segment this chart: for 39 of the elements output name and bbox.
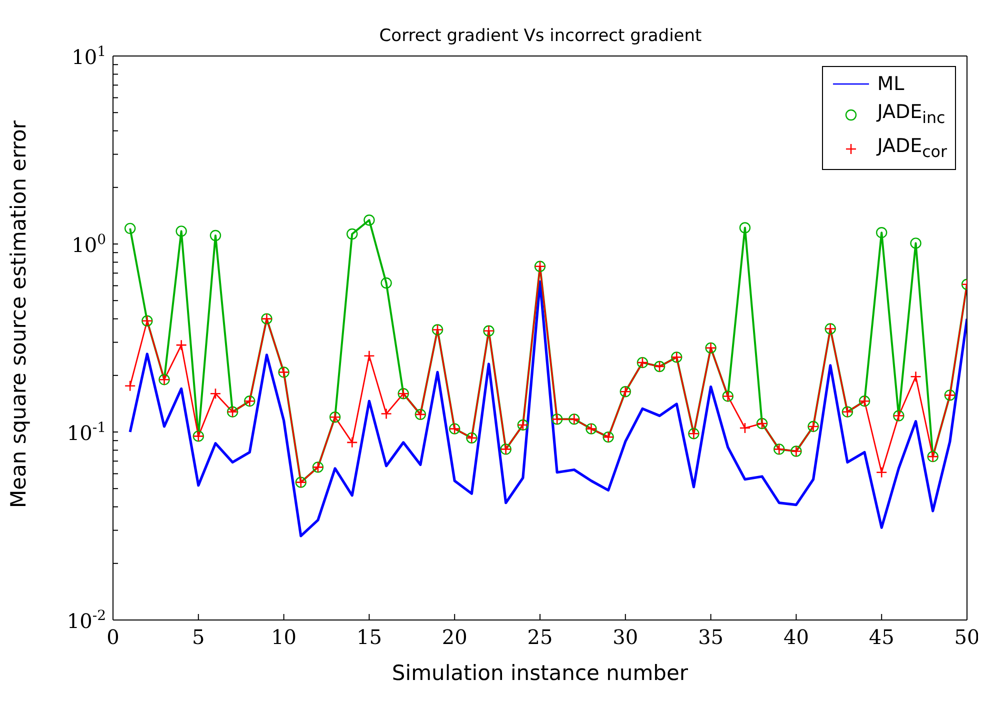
legend-label: JADE$_{cor}$ — [877, 134, 947, 161]
x-tick-label: 15 — [356, 625, 382, 650]
x-tick-label: 30 — [612, 625, 638, 650]
point — [380, 277, 392, 289]
point — [124, 222, 136, 234]
x-tick-label: 5 — [192, 625, 205, 650]
x-tick-label: 10 — [271, 625, 297, 650]
point — [364, 350, 375, 362]
x-tick-label: 20 — [442, 625, 468, 650]
point — [210, 230, 222, 242]
point — [346, 228, 358, 240]
y-tick-label: 10$^{-2}$ — [66, 608, 106, 633]
point — [176, 226, 187, 237]
point — [876, 226, 888, 238]
x-tick-label: 35 — [698, 625, 724, 650]
y-tick-label: 10$^{-1}$ — [66, 420, 106, 445]
legend-label: ML — [877, 73, 904, 95]
point — [380, 408, 392, 420]
point — [739, 422, 751, 434]
point — [739, 222, 751, 234]
legend-label: JADE$_{inc}$ — [877, 101, 946, 127]
y-tick-label: 10$^{0}$ — [72, 232, 106, 257]
point — [876, 466, 888, 478]
chart-title: Correct gradient Vs incorrect gradient — [378, 26, 703, 46]
y-axis-title: Mean square source estimation error — [6, 120, 30, 508]
point — [910, 238, 922, 249]
x-tick-label: 40 — [783, 625, 809, 650]
y-tick-label: 10$^{1}$ — [72, 44, 106, 69]
line-series — [128, 280, 967, 538]
point — [910, 370, 922, 382]
point — [364, 214, 375, 226]
point — [176, 339, 187, 351]
x-tick-label: 25 — [527, 625, 553, 650]
point — [124, 380, 136, 392]
x-tick-label: 45 — [868, 625, 894, 650]
x-axis-title: Simulation instance number — [392, 661, 688, 685]
point — [210, 388, 222, 400]
point — [346, 436, 358, 448]
x-tick-label: 0 — [106, 625, 120, 650]
